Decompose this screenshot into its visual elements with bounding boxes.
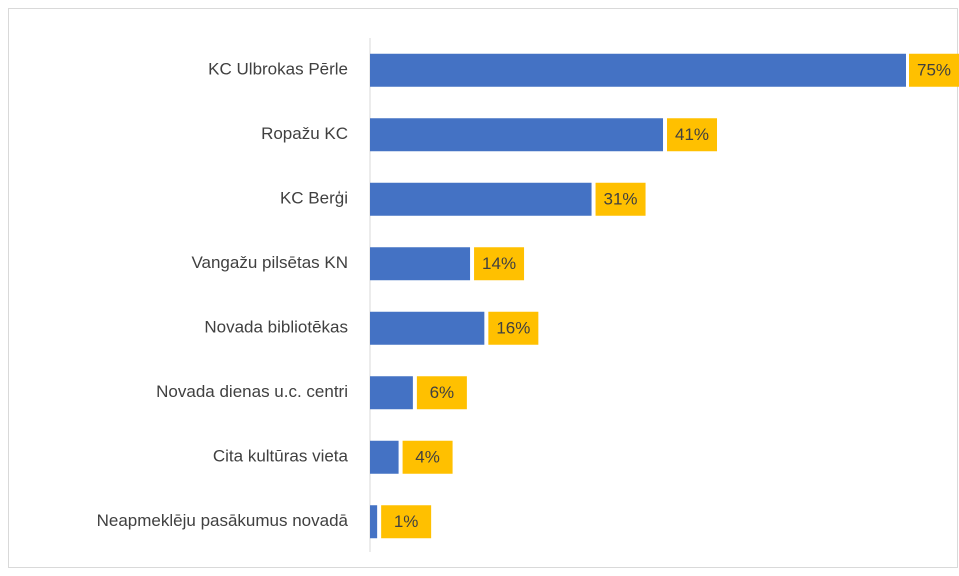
data-label-box — [488, 311, 539, 345]
chart-frame — [8, 8, 958, 568]
data-label-box — [909, 53, 959, 87]
data-label: 4% — [415, 448, 440, 467]
data-label: 14% — [482, 254, 516, 273]
bar — [370, 53, 906, 87]
y-tick-label: KC Berģi — [280, 189, 348, 208]
data-label-box — [474, 247, 525, 281]
data-label: 16% — [496, 319, 530, 338]
data-label: 75% — [917, 61, 951, 80]
y-tick-label: Novada bibliotēkas — [204, 318, 348, 337]
y-tick-label: Cita kultūras vieta — [213, 447, 349, 466]
bar — [370, 376, 413, 410]
data-label-box — [416, 376, 467, 410]
bar — [370, 505, 378, 539]
data-label: 6% — [430, 383, 455, 402]
y-tick-label: Novada dienas u.c. centri — [156, 382, 348, 401]
y-tick-label: Neapmeklēju pasākumus novadā — [97, 511, 349, 530]
data-label: 31% — [604, 190, 638, 209]
data-label-box — [595, 182, 646, 216]
y-tick-label: Ropažu KC — [261, 124, 348, 143]
data-label: 1% — [394, 512, 419, 531]
bar — [370, 311, 485, 345]
data-label-box — [402, 440, 453, 474]
data-label-box — [667, 118, 718, 152]
y-tick-label: KC Ulbrokas Pērle — [208, 60, 348, 79]
data-label: 41% — [675, 125, 709, 144]
bar — [370, 440, 399, 474]
bar — [370, 182, 592, 216]
bar — [370, 247, 471, 281]
bar — [370, 118, 664, 152]
data-label-box — [381, 505, 432, 539]
y-tick-label: Vangažu pilsētas KN — [191, 253, 348, 272]
